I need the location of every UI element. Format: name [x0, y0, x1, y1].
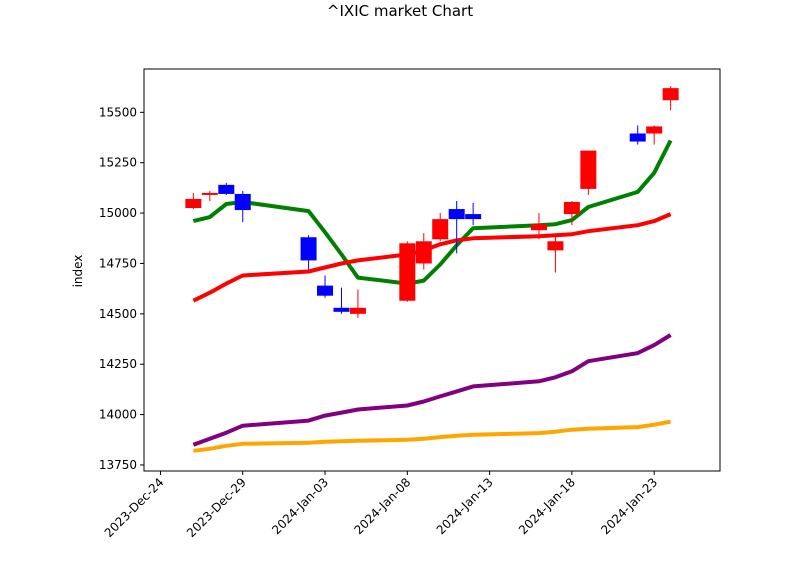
x-tick-label: 2024-Jan-23	[598, 475, 660, 537]
candle	[629, 125, 646, 145]
candle-body	[629, 133, 646, 142]
candle	[415, 233, 432, 270]
y-tick-label: 13750	[99, 458, 137, 472]
y-tick-label: 15000	[99, 206, 137, 220]
candle	[399, 241, 416, 302]
plot-frame	[143, 68, 721, 472]
x-tick-label: 2024-Jan-13	[434, 475, 496, 537]
x-tick-label: 2023-Dec-29	[184, 475, 249, 540]
candle-body	[448, 209, 465, 220]
candle-body	[333, 307, 350, 312]
x-tick-label: 2024-Jan-08	[351, 475, 413, 537]
y-tick-label: 14500	[99, 307, 137, 321]
series-line-3	[192, 333, 672, 447]
candle-body	[465, 214, 482, 220]
candle	[580, 150, 597, 195]
candle	[563, 200, 580, 226]
candle	[300, 235, 317, 270]
y-tick-label: 14000	[99, 408, 137, 422]
candle-body	[300, 237, 317, 261]
candle	[547, 235, 564, 273]
candle	[201, 190, 218, 201]
candle	[317, 275, 334, 298]
candle	[185, 192, 202, 210]
candle	[349, 289, 366, 318]
candle-body	[432, 219, 449, 240]
x-tick-label: 2024-Jan-18	[516, 475, 578, 537]
y-axis: 13750 14000 14250 14500 14750 15000 15250 15500	[99, 105, 144, 472]
candle-body	[547, 241, 564, 251]
candle	[333, 287, 350, 314]
series-line-4	[193, 419, 671, 453]
candle	[432, 213, 449, 242]
candle-body	[201, 192, 218, 195]
candle	[465, 203, 482, 226]
candle	[234, 190, 251, 223]
candle-body	[185, 198, 202, 209]
candle-body	[580, 150, 597, 189]
chart-title: ^IXIC market Chart	[327, 2, 473, 20]
candle	[218, 182, 235, 195]
x-tick-label: 2024-Jan-03	[269, 475, 331, 537]
candle-body	[415, 241, 432, 264]
y-tick-label: 15250	[99, 156, 137, 170]
candle-body	[563, 201, 580, 215]
candle	[646, 125, 663, 145]
plot-area	[185, 86, 679, 453]
y-tick-label: 14250	[99, 357, 137, 371]
y-tick-label: 14750	[99, 256, 137, 270]
series-line-2	[192, 212, 672, 303]
candle-body	[646, 126, 663, 134]
candle-body	[399, 243, 416, 301]
series-line-1	[192, 139, 673, 286]
y-tick-label: 15500	[99, 105, 137, 119]
y-axis-label: index	[71, 255, 85, 288]
candle-body	[530, 224, 547, 231]
x-tick-label: 2023-Dec-24	[102, 475, 167, 540]
candle-body	[662, 88, 679, 101]
candle-body	[349, 307, 366, 314]
candle	[448, 200, 465, 254]
candle-body	[234, 193, 251, 211]
x-axis: 2023-Dec-24 2023-Dec-29 2024-Jan-03 2024-Ja…	[102, 471, 660, 540]
candle	[662, 86, 679, 111]
candle-body	[218, 184, 235, 194]
candle	[530, 213, 547, 240]
candle-body	[317, 285, 334, 296]
